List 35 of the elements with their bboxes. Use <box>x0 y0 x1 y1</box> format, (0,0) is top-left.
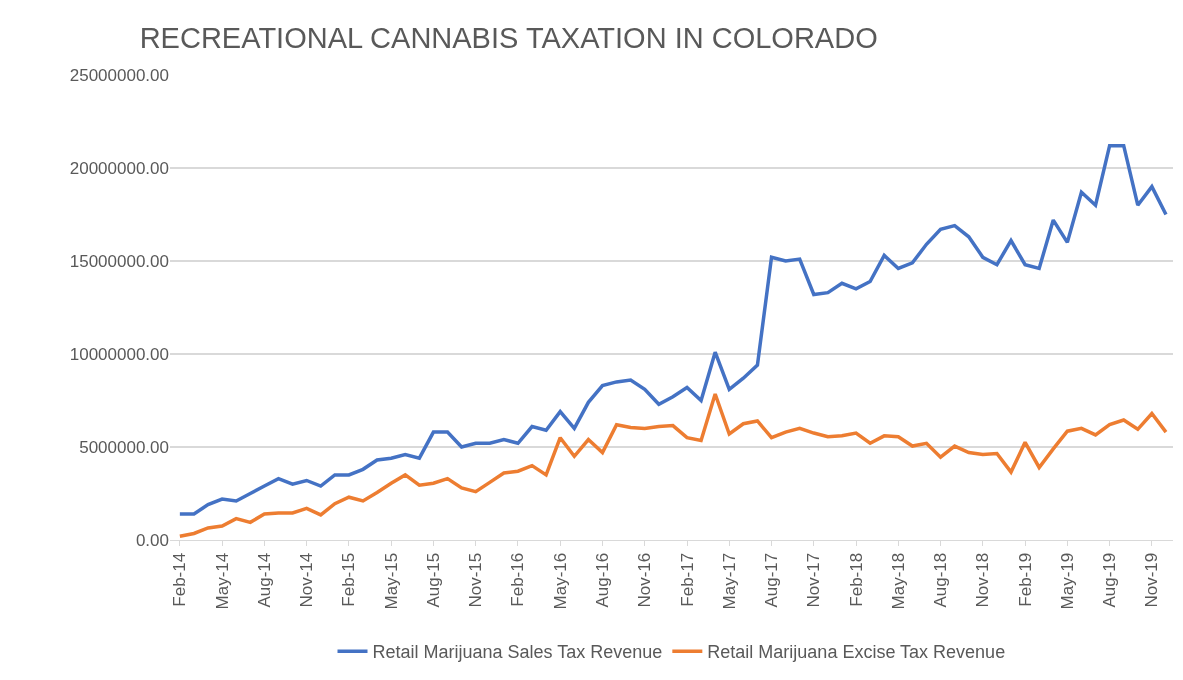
x-tick-label: Feb-15 <box>339 552 359 607</box>
y-tick-label: 5000000.00 <box>79 437 169 457</box>
x-tick-label: May-14 <box>212 552 232 610</box>
x-tick-label: Nov-15 <box>466 552 486 608</box>
x-tick-label: Aug-15 <box>423 552 443 608</box>
x-tick-label: Nov-17 <box>804 552 824 608</box>
x-tick-label: Feb-16 <box>508 552 528 607</box>
y-tick-label: 15000000.00 <box>69 251 169 271</box>
x-tick-label: Aug-19 <box>1100 552 1120 608</box>
x-tick-label: May-15 <box>381 552 401 610</box>
y-tick-label: 20000000.00 <box>69 158 169 178</box>
y-tick-label: 10000000.00 <box>69 344 169 364</box>
legend-label: Retail Marijuana Sales Tax Revenue <box>372 642 663 663</box>
x-tick-label: Aug-17 <box>762 552 782 608</box>
line-series <box>178 392 1168 539</box>
x-tick-label: May-18 <box>888 552 908 610</box>
x-tick-label: May-17 <box>719 552 739 610</box>
x-tick-label: Aug-18 <box>931 552 951 608</box>
x-tick-label: May-19 <box>1057 552 1077 610</box>
legend-label: Retail Marijuana Excise Tax Revenue <box>707 642 1006 663</box>
x-tick-label: Nov-18 <box>973 552 993 608</box>
y-tick-label: 0.00 <box>135 530 169 550</box>
x-tick-label: Feb-19 <box>1015 552 1035 607</box>
x-tick-label: Nov-16 <box>635 552 655 608</box>
x-tick-label: Aug-16 <box>592 552 612 608</box>
x-tick-label: Feb-18 <box>846 552 866 607</box>
x-tick-label: May-16 <box>550 552 570 610</box>
x-tick-label: Feb-17 <box>677 552 697 607</box>
x-tick-label: Nov-19 <box>1142 552 1162 608</box>
y-tick-label: 25000000.00 <box>69 65 169 85</box>
x-tick-label: Nov-14 <box>297 552 317 608</box>
x-tick-label: Feb-14 <box>170 552 190 607</box>
line-series <box>178 143 1168 516</box>
x-tick-label: Aug-14 <box>254 552 274 608</box>
chart-title: RECREATIONAL CANNABIS TAXATION IN COLORADO <box>139 21 878 54</box>
